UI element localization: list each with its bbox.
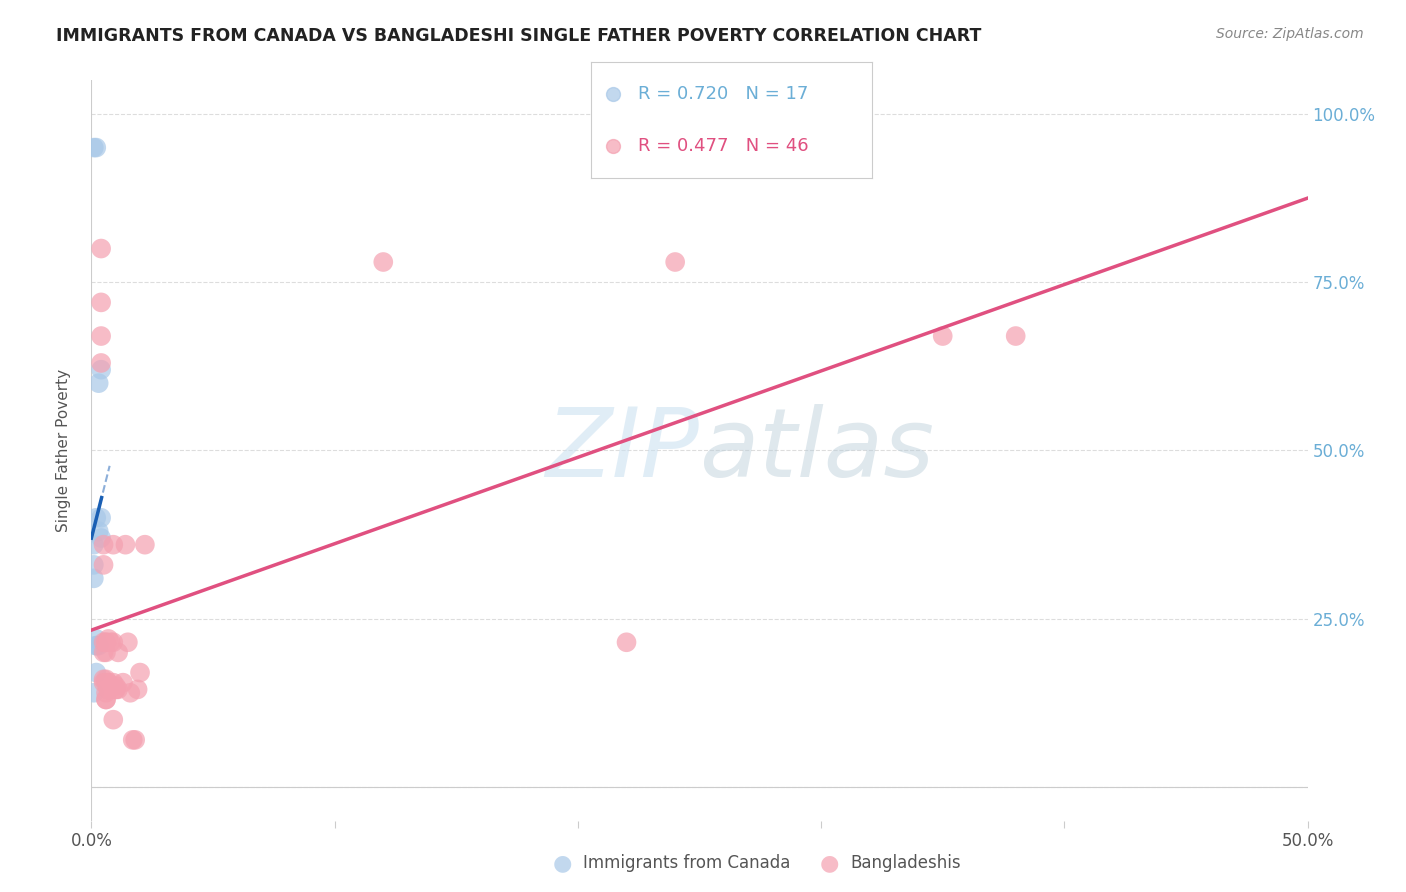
Point: [103, 635, 125, 649]
Point: [84, 140, 107, 154]
Text: ●: ●: [820, 854, 839, 873]
Point: [602, 87, 624, 101]
Point: [103, 538, 125, 552]
Point: [97, 675, 120, 690]
Point: [107, 682, 129, 697]
Point: [87, 639, 110, 653]
Point: [93, 673, 115, 687]
Point: [94, 635, 117, 649]
Y-axis label: Single Father Poverty: Single Father Poverty: [56, 369, 70, 532]
Text: Source: ZipAtlas.com: Source: ZipAtlas.com: [1216, 27, 1364, 41]
Point: [127, 682, 149, 697]
Point: [83, 686, 105, 700]
Point: [84, 632, 107, 646]
Point: [134, 538, 156, 552]
Text: Bangladeshis: Bangladeshis: [851, 855, 962, 872]
Point: [84, 665, 107, 680]
Point: [104, 682, 127, 697]
Point: [84, 639, 107, 653]
Point: [117, 635, 139, 649]
Point: [90, 242, 112, 256]
Point: [90, 329, 112, 343]
Point: [602, 139, 624, 153]
Text: Immigrants from Canada: Immigrants from Canada: [583, 855, 790, 872]
Text: IMMIGRANTS FROM CANADA VS BANGLADESHI SINGLE FATHER POVERTY CORRELATION CHART: IMMIGRANTS FROM CANADA VS BANGLADESHI SI…: [56, 27, 981, 45]
Text: R = 0.720   N = 17: R = 0.720 N = 17: [638, 85, 808, 103]
Point: [84, 510, 107, 524]
Text: ZIP: ZIP: [546, 404, 699, 497]
Point: [87, 524, 110, 539]
Point: [87, 376, 110, 391]
Point: [94, 675, 117, 690]
Text: R = 0.477   N = 46: R = 0.477 N = 46: [638, 137, 808, 155]
Point: [94, 692, 117, 706]
Point: [97, 682, 120, 697]
Point: [93, 645, 115, 659]
Point: [114, 538, 136, 552]
Point: [111, 675, 134, 690]
Point: [664, 255, 686, 269]
Point: [83, 571, 105, 585]
Point: [129, 665, 152, 680]
Point: [93, 558, 115, 572]
Point: [94, 692, 117, 706]
Point: [93, 635, 115, 649]
Point: [94, 673, 117, 687]
Text: atlas: atlas: [699, 404, 935, 497]
Point: [94, 645, 117, 659]
Point: [90, 356, 112, 370]
Point: [94, 686, 117, 700]
Point: [124, 732, 146, 747]
Point: [103, 675, 125, 690]
Point: [120, 686, 142, 700]
Point: [93, 675, 115, 690]
Point: [104, 679, 127, 693]
Point: [97, 632, 120, 646]
Point: [373, 255, 395, 269]
Point: [84, 639, 107, 653]
Point: [104, 682, 127, 697]
Point: [93, 538, 115, 552]
Point: [107, 645, 129, 659]
Point: [90, 510, 112, 524]
Point: [94, 635, 117, 649]
Point: [83, 140, 105, 154]
Point: [97, 682, 120, 697]
Point: [103, 713, 125, 727]
Point: [83, 538, 105, 552]
Point: [90, 362, 112, 376]
Point: [931, 329, 953, 343]
Point: [121, 732, 143, 747]
Point: [616, 635, 638, 649]
Point: [1004, 329, 1026, 343]
Point: [90, 295, 112, 310]
Point: [100, 635, 122, 649]
Point: [90, 531, 112, 545]
Text: ●: ●: [553, 854, 572, 873]
Point: [83, 558, 105, 572]
